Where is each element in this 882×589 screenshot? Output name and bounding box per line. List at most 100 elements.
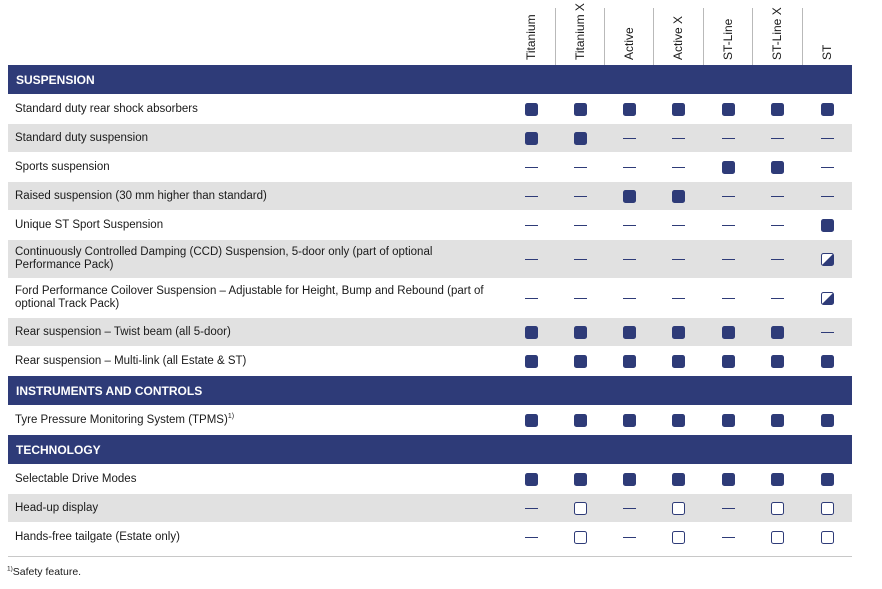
not-available-dash-icon — [671, 258, 685, 260]
row-label-text: Selectable Drive Modes — [15, 472, 137, 485]
cell-active — [619, 211, 639, 239]
not-available-dash-icon — [671, 166, 685, 168]
not-available-dash-icon — [524, 224, 538, 226]
cell-titanium — [521, 406, 541, 434]
not-available-dash-icon — [820, 195, 834, 197]
cell-st-line — [718, 406, 738, 434]
not-available-dash-icon — [524, 297, 538, 299]
standard-mark-icon — [622, 354, 636, 368]
cell-st-line-x — [767, 240, 787, 278]
cell-titanium — [521, 279, 541, 317]
not-available-dash-icon — [671, 137, 685, 139]
pack-option-mark-icon — [820, 252, 834, 266]
not-available-dash-icon — [622, 166, 636, 168]
option-mark-icon — [820, 530, 834, 544]
standard-mark-icon — [524, 472, 538, 486]
not-available-dash-icon — [820, 137, 834, 139]
standard-mark-icon — [622, 189, 636, 203]
footnote: 1)Safety feature. — [7, 566, 81, 578]
cell-st-line — [718, 494, 738, 522]
table-row: Rear suspension – Multi-link (all Estate… — [8, 347, 852, 376]
cell-titanium-x — [570, 465, 590, 493]
cell-titanium — [521, 182, 541, 210]
column-header-label: ST-Line — [721, 18, 735, 60]
cell-st-line-x — [767, 465, 787, 493]
cell-titanium-x — [570, 494, 590, 522]
row-label: Standard duty rear shock absorbers — [15, 95, 500, 123]
option-mark-icon — [770, 501, 784, 515]
standard-mark-icon — [721, 472, 735, 486]
standard-mark-icon — [671, 325, 685, 339]
cell-titanium-x — [570, 406, 590, 434]
cell-active-x — [668, 182, 688, 210]
section-title: SUSPENSION — [16, 72, 95, 87]
cell-active-x — [668, 95, 688, 123]
row-label-text: Rear suspension – Multi-link (all Estate… — [15, 354, 247, 367]
not-available-dash-icon — [721, 507, 735, 509]
table-row: Sports suspension — [8, 153, 852, 182]
row-label: Head-up display — [15, 494, 500, 522]
cell-active — [619, 523, 639, 551]
cell-st — [817, 95, 837, 123]
not-available-dash-icon — [770, 224, 784, 226]
standard-mark-icon — [770, 472, 784, 486]
cell-st-line — [718, 279, 738, 317]
standard-mark-icon — [671, 102, 685, 116]
not-available-dash-icon — [622, 536, 636, 538]
cell-st-line-x — [767, 124, 787, 152]
cell-st-line — [718, 523, 738, 551]
row-label: Tyre Pressure Monitoring System (TPMS)1) — [15, 406, 500, 434]
standard-mark-icon — [573, 354, 587, 368]
option-mark-icon — [820, 501, 834, 515]
cell-active — [619, 240, 639, 278]
not-available-dash-icon — [622, 258, 636, 260]
standard-mark-icon — [820, 472, 834, 486]
row-label-text: Ford Performance Coilover Suspension – A… — [15, 285, 484, 310]
standard-mark-icon — [770, 160, 784, 174]
not-available-dash-icon — [622, 137, 636, 139]
cell-st-line-x — [767, 406, 787, 434]
row-label-text: Sports suspension — [15, 160, 110, 173]
section-title: TECHNOLOGY — [16, 442, 101, 457]
not-available-dash-icon — [622, 297, 636, 299]
row-label: Ford Performance Coilover Suspension – A… — [15, 279, 500, 317]
cell-titanium-x — [570, 95, 590, 123]
standard-mark-icon — [770, 325, 784, 339]
cell-titanium-x — [570, 124, 590, 152]
not-available-dash-icon — [721, 297, 735, 299]
standard-mark-icon — [770, 354, 784, 368]
cell-st — [817, 211, 837, 239]
standard-mark-icon — [622, 472, 636, 486]
section-header-technology: TECHNOLOGY — [8, 435, 852, 464]
cell-active — [619, 406, 639, 434]
standard-mark-icon — [820, 218, 834, 232]
cell-st — [817, 494, 837, 522]
standard-mark-icon — [770, 102, 784, 116]
row-label: Standard duty suspension — [15, 124, 500, 152]
standard-mark-icon — [721, 354, 735, 368]
cell-titanium-x — [570, 347, 590, 375]
cell-st — [817, 153, 837, 181]
row-label-text: Head-up display — [15, 501, 99, 514]
cell-active-x — [668, 153, 688, 181]
option-mark-icon — [573, 530, 587, 544]
cell-active-x — [668, 124, 688, 152]
cell-st-line-x — [767, 318, 787, 346]
footnote-text: Safety feature. — [12, 566, 82, 578]
column-header-label: ST-Line X — [770, 7, 784, 60]
not-available-dash-icon — [573, 297, 587, 299]
table-row: Hands-free tailgate (Estate only) — [8, 523, 852, 552]
cell-st — [817, 465, 837, 493]
standard-mark-icon — [671, 354, 685, 368]
cell-active-x — [668, 279, 688, 317]
table-row: Standard duty suspension — [8, 124, 852, 153]
cell-titanium — [521, 494, 541, 522]
table-row: Unique ST Sport Suspension — [8, 211, 852, 240]
table-row: Standard duty rear shock absorbers — [8, 95, 852, 124]
cell-active-x — [668, 523, 688, 551]
column-divider — [604, 8, 605, 65]
row-label-text: Continuously Controlled Damping (CCD) Su… — [15, 246, 433, 271]
cell-st — [817, 406, 837, 434]
row-label-text: Standard duty rear shock absorbers — [15, 102, 198, 115]
cell-active — [619, 182, 639, 210]
